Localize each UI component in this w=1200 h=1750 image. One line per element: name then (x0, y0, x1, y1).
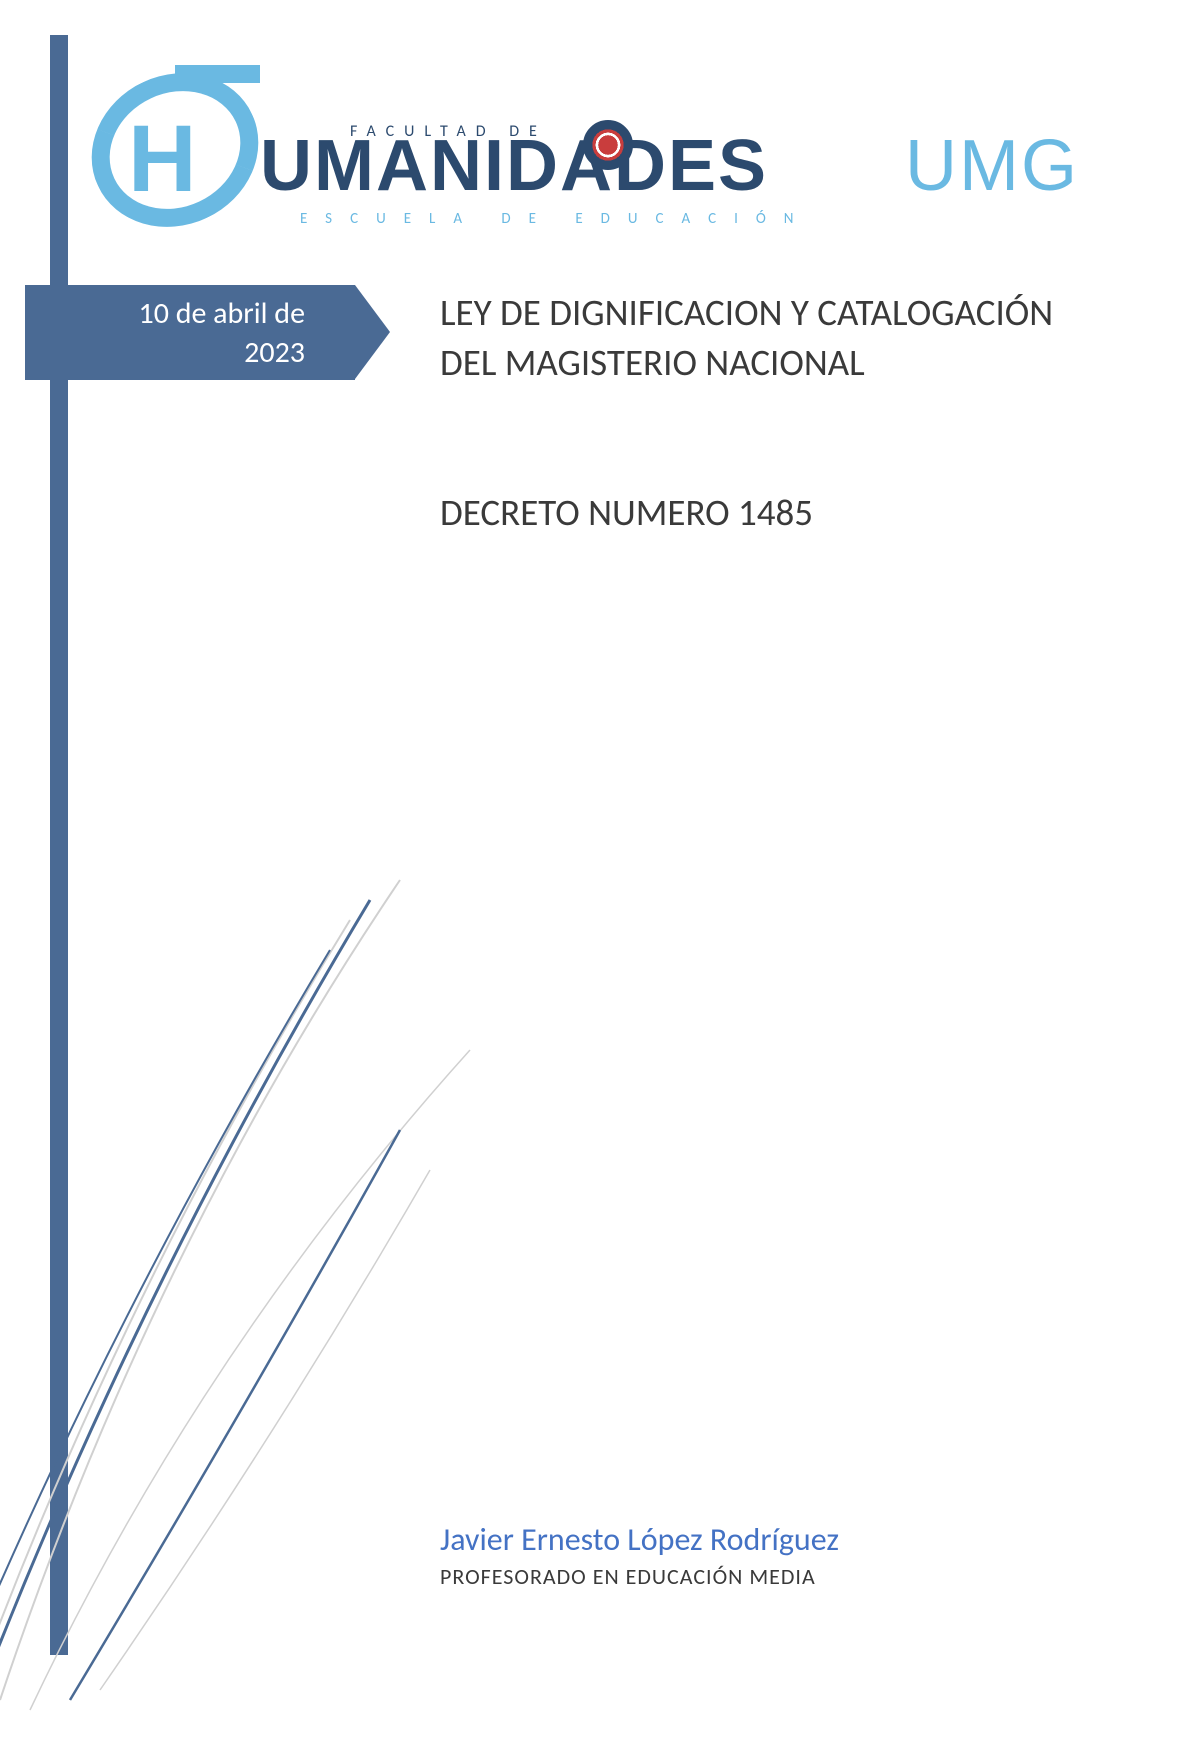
date-badge: 10 de abril de 2023 (25, 285, 355, 380)
vertical-accent-bar (50, 35, 68, 1655)
author-block: Javier Ernesto López Rodríguez PROFESORA… (440, 1520, 839, 1590)
escuela-label: ESCUELA DE EDUCACIÓN (300, 210, 811, 228)
author-name: Javier Ernesto López Rodríguez (440, 1520, 839, 1559)
author-title: PROFESORADO EN EDUCACIÓN MEDIA (440, 1563, 839, 1590)
logo-h-letter: H (128, 112, 197, 207)
logo-main-text: UMANIDADES (260, 125, 768, 207)
logo-ring-top (175, 65, 260, 83)
university-seal-icon (583, 120, 633, 170)
decree-number: DECRETO NUMERO 1485 (440, 490, 813, 535)
logo-suffix: UMG (905, 125, 1079, 207)
logo-area: H FACULTAD DE UMANIDADES UMG ESCUELA DE … (90, 70, 1150, 230)
logo-circle: H (90, 70, 270, 230)
date-line-1: 10 de abril de (139, 295, 306, 332)
decorative-lines-icon (0, 850, 750, 1750)
document-title: LEY DE DIGNIFICACION Y CATALOGACIÓN DEL … (440, 288, 1100, 388)
date-line-2: 2023 (244, 334, 305, 371)
